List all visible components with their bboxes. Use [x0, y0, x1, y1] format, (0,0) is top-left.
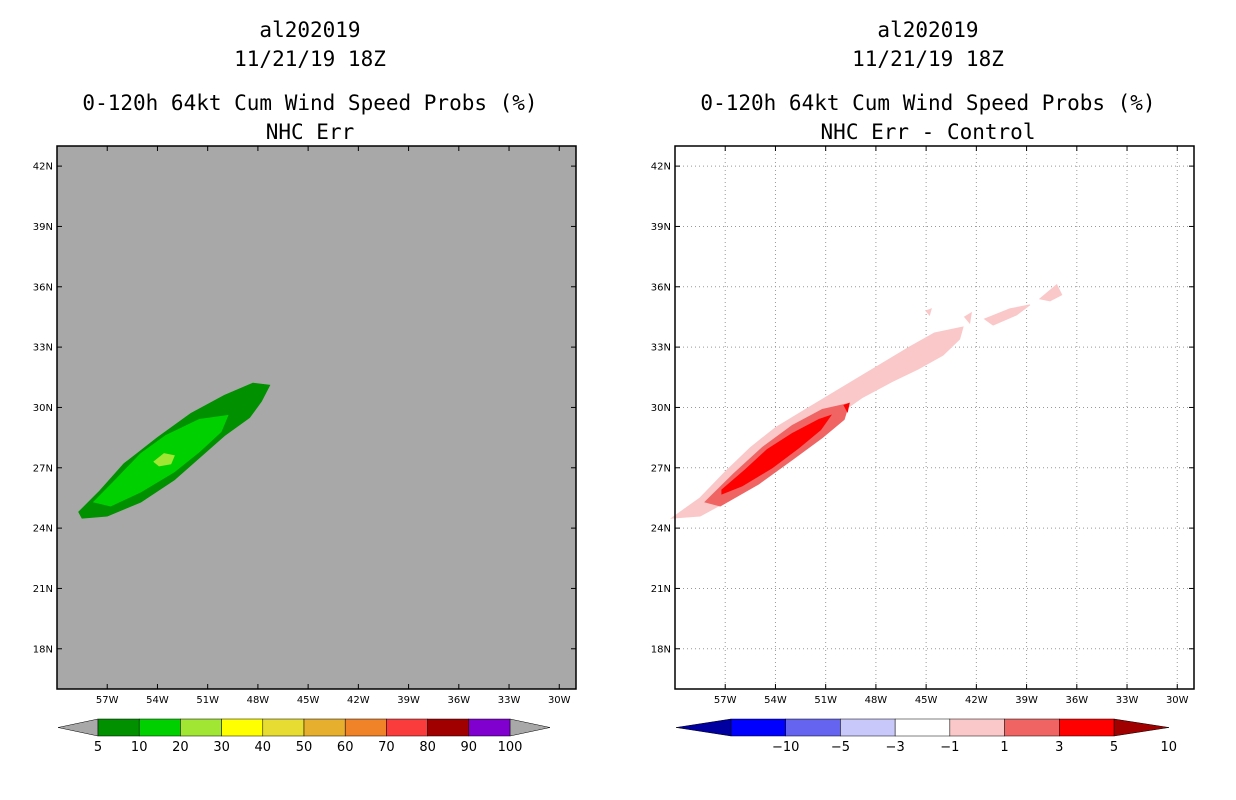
colorbar-label: 100: [498, 740, 523, 755]
lat-tick-label: 18N: [651, 644, 671, 655]
colorbar-label: −10: [772, 740, 799, 755]
colorbar-label: −3: [886, 740, 905, 755]
plot-frame: [674, 145, 1195, 690]
colorbar-label: 70: [378, 740, 395, 755]
left-title-date: 11/21/19 18Z: [234, 47, 386, 71]
lon-tick-label: 42W: [965, 695, 988, 706]
lat-tick-label: 30N: [33, 403, 53, 414]
lon-tick-label: 33W: [498, 695, 521, 706]
colorbar-label: 80: [419, 740, 436, 755]
lon-tick-label: 48W: [865, 695, 888, 706]
lon-tick-label: 45W: [297, 695, 320, 706]
right-title-storm: al202019: [877, 18, 979, 42]
colorbar-label: −5: [831, 740, 850, 755]
lat-tick-label: 39N: [33, 222, 53, 233]
lat-tick-label: 39N: [651, 222, 671, 233]
lon-tick-label: 54W: [764, 695, 787, 706]
colorbar-segment: [468, 718, 511, 737]
lon-tick-label: 33W: [1116, 695, 1139, 706]
lon-tick-label: 54W: [146, 695, 169, 706]
colorbar-segment: [840, 718, 896, 737]
lon-tick-label: 36W: [1065, 695, 1088, 706]
colorbar-label: 5: [94, 740, 102, 755]
lon-tick-label: 51W: [196, 695, 219, 706]
left-title-storm: al202019: [259, 18, 361, 42]
lon-tick-label: 42W: [347, 695, 370, 706]
lat-tick-label: 24N: [33, 524, 53, 535]
colorbar-segment: [1059, 718, 1115, 737]
lat-tick-label: 24N: [651, 524, 671, 535]
lat-tick-label: 21N: [33, 584, 53, 595]
lon-tick-label: 51W: [814, 695, 837, 706]
lat-tick-label: 30N: [651, 403, 671, 414]
contour-level-5: [843, 402, 850, 413]
lat-tick-label: 42N: [651, 162, 671, 173]
lat-tick-label: 36N: [651, 282, 671, 293]
lon-tick-label: 48W: [247, 695, 270, 706]
colorbar-segment: [894, 718, 951, 737]
lat-tick-label: 42N: [33, 162, 53, 173]
left-probability-map: 42N 39N 36N 33N 30N 27N 24N 21N 18N 57W 54W 51W 48W 4…: [33, 145, 577, 755]
colorbar-label: 1: [1000, 740, 1008, 755]
lat-tick-label: 21N: [651, 584, 671, 595]
lat-tick-label: 36N: [33, 282, 53, 293]
colorbar-end-low: [675, 718, 732, 737]
lat-tick-label: 18N: [33, 644, 53, 655]
right-title-subtitle: NHC Err - Control: [820, 120, 1036, 144]
plot-background: [675, 146, 1194, 689]
lon-tick-label: 57W: [714, 695, 737, 706]
plot-background: [57, 146, 576, 689]
left-title-product: 0-120h 64kt Cum Wind Speed Probs (%): [82, 91, 538, 115]
left-title-subtitle: NHC Err: [265, 120, 355, 144]
right-title-product: 0-120h 64kt Cum Wind Speed Probs (%): [700, 91, 1156, 115]
colorbar-label: 60: [337, 740, 354, 755]
colorbar-segment: [730, 718, 786, 737]
colorbar-segment: [1004, 718, 1060, 737]
colorbar-label: 10: [1160, 740, 1177, 755]
lon-tick-label: 39W: [1015, 695, 1038, 706]
contour-level-1: [983, 304, 1031, 326]
colorbar-label: 30: [213, 740, 230, 755]
lat-tick-label: 33N: [33, 343, 53, 354]
lon-tick-label: 39W: [397, 695, 420, 706]
colorbar-label: 10: [131, 740, 148, 755]
right-title-date: 11/21/19 18Z: [852, 47, 1004, 71]
colorbar-label: 90: [461, 740, 478, 755]
colorbar-label: −1: [940, 740, 959, 755]
colorbar-label: 3: [1055, 740, 1063, 755]
lon-tick-label: 57W: [96, 695, 119, 706]
contour-level-5: [721, 414, 833, 495]
colorbar-label: 40: [255, 740, 272, 755]
lat-tick-label: 33N: [651, 343, 671, 354]
lon-tick-label: 45W: [915, 695, 938, 706]
plot-frame: [56, 145, 577, 690]
colorbar-label: 5: [1110, 740, 1118, 755]
colorbar-label: 20: [172, 740, 189, 755]
colorbar-segment: [785, 718, 841, 737]
lon-tick-label: 30W: [1166, 695, 1189, 706]
lon-tick-label: 30W: [548, 695, 571, 706]
lon-tick-label: 36W: [447, 695, 470, 706]
contour-level-1: [1038, 284, 1063, 302]
colorbar-label: 50: [296, 740, 313, 755]
contour-level-1: [963, 311, 972, 325]
lat-tick-label: 27N: [651, 463, 671, 474]
colorbar-end-high: [1113, 718, 1170, 737]
colorbar-segment: [949, 718, 1005, 737]
lat-tick-label: 27N: [33, 463, 53, 474]
contour-level-20: [153, 453, 175, 467]
contour-level-1: [925, 308, 932, 316]
